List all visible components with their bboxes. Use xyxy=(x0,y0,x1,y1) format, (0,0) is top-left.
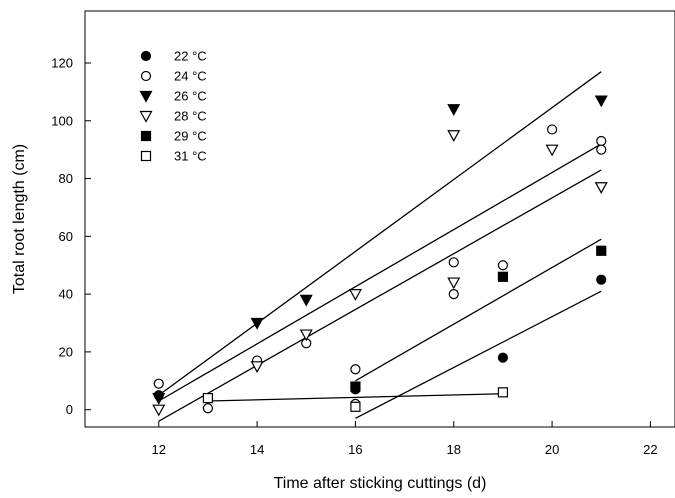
legend-marker xyxy=(140,50,152,62)
data-point xyxy=(250,361,264,374)
data-point xyxy=(202,403,214,414)
x-axis-title: Time after sticking cuttings (d) xyxy=(274,475,487,492)
data-point xyxy=(350,364,361,375)
x-tick-label: 20 xyxy=(545,442,559,457)
data-point xyxy=(348,289,362,301)
data-point xyxy=(594,182,608,194)
legend-label: 31 °C xyxy=(174,149,207,164)
data-point xyxy=(497,352,509,363)
data-points xyxy=(152,95,608,417)
fit-line xyxy=(158,143,602,402)
y-tick-label: 40 xyxy=(59,287,73,302)
y-tick-label: 20 xyxy=(59,344,73,359)
data-point xyxy=(447,130,461,142)
fit-line xyxy=(355,290,602,419)
data-point xyxy=(497,271,509,282)
x-tick-label: 18 xyxy=(447,442,461,457)
x-axis: 12 14 16 18 20 22 xyxy=(152,421,658,457)
data-point xyxy=(497,387,509,398)
data-point xyxy=(202,393,214,404)
y-tick-label: 120 xyxy=(51,56,73,71)
data-point xyxy=(596,245,607,256)
data-point xyxy=(596,274,607,285)
legend-marker xyxy=(139,90,153,103)
data-point xyxy=(250,317,264,330)
fit-line xyxy=(355,238,602,382)
data-point xyxy=(299,329,313,342)
legend-label: 26 °C xyxy=(174,89,207,104)
legend-label: 24 °C xyxy=(174,69,207,84)
legend: 22 °C 24 °C 26 °C 28 °C 29 °C 31 °C xyxy=(139,49,207,164)
data-point xyxy=(447,277,461,290)
data-point xyxy=(152,404,166,417)
data-point xyxy=(447,104,461,116)
y-axis-title: Total root length (cm) xyxy=(11,144,28,294)
data-point xyxy=(350,381,361,392)
data-point xyxy=(497,260,509,271)
data-point xyxy=(152,393,166,405)
data-point xyxy=(448,289,459,300)
legend-marker xyxy=(140,150,152,162)
legend-marker xyxy=(140,70,152,82)
data-point xyxy=(350,401,361,412)
regression-lines xyxy=(158,71,602,422)
data-point xyxy=(299,294,313,307)
legend-marker xyxy=(140,130,152,142)
x-tick-label: 22 xyxy=(643,442,657,457)
data-point xyxy=(545,144,559,157)
data-point xyxy=(546,124,558,135)
fit-line xyxy=(158,169,602,422)
legend-label: 28 °C xyxy=(174,109,207,124)
legend-label: 22 °C xyxy=(174,49,207,64)
legend-label: 29 °C xyxy=(174,129,207,144)
legend-marker xyxy=(139,110,153,123)
x-tick-label: 14 xyxy=(250,442,264,457)
data-point xyxy=(596,144,607,155)
fit-line xyxy=(158,71,602,396)
y-tick-label: 100 xyxy=(51,113,73,128)
y-tick-label: 60 xyxy=(59,229,73,244)
plot-frame xyxy=(84,10,675,428)
data-point xyxy=(594,95,608,108)
x-tick-label: 16 xyxy=(348,442,362,457)
data-point xyxy=(596,135,607,147)
fit-line xyxy=(207,393,503,402)
data-point xyxy=(448,257,459,268)
y-tick-label: 80 xyxy=(59,171,73,186)
x-tick-label: 12 xyxy=(152,442,166,457)
y-axis: 0 20 40 60 80 100 120 xyxy=(51,56,91,417)
y-tick-label: 0 xyxy=(66,402,73,417)
data-point xyxy=(153,378,164,389)
